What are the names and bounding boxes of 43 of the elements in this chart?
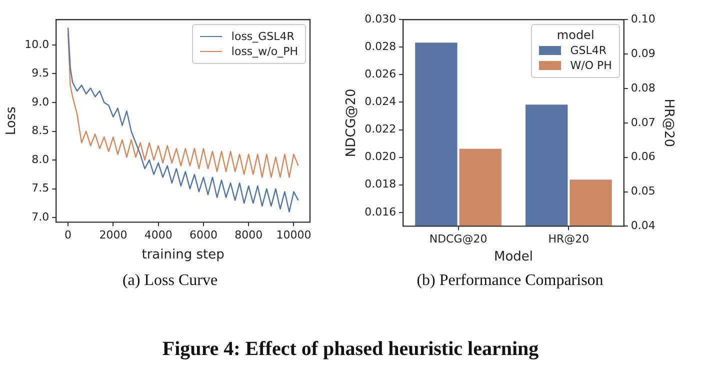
y2-tick-label: 0.10 bbox=[630, 12, 656, 26]
y-axis-title: NDCG@20 bbox=[344, 88, 360, 158]
y2-tick-label: 0.09 bbox=[630, 46, 656, 60]
x-tick-label: 8000 bbox=[234, 228, 263, 242]
y-tick-label: 7.5 bbox=[32, 182, 50, 195]
y-tick-label: 0.024 bbox=[364, 95, 396, 108]
y2-axis-title: HR@20 bbox=[660, 98, 676, 148]
y-tick-label: 9.0 bbox=[32, 95, 50, 108]
legend-label: GSL4R bbox=[570, 44, 607, 57]
y-tick-label: 8.5 bbox=[32, 124, 50, 138]
y-tick-label: 0.028 bbox=[364, 40, 396, 54]
y-tick-label: 10.0 bbox=[24, 38, 50, 51]
y2-tick-label: 0.08 bbox=[630, 81, 656, 94]
legend-label: loss_w/o_PH bbox=[231, 44, 298, 58]
y2-tick-label: 0.06 bbox=[630, 150, 656, 164]
x-axis-title: training step bbox=[142, 248, 224, 263]
y-tick-label: 0.020 bbox=[364, 150, 396, 164]
x-tick-label: NDCG@20 bbox=[429, 232, 488, 246]
y-tick-label: 7.0 bbox=[32, 210, 50, 224]
x-tick-label: HR@20 bbox=[548, 232, 590, 246]
y-tick-label: 0.018 bbox=[364, 178, 396, 191]
legend-label: loss_GSL4R bbox=[231, 30, 294, 43]
y-axis-title: Loss bbox=[4, 106, 20, 136]
y-tick-label: 9.5 bbox=[32, 66, 50, 80]
y2-tick-label: 0.04 bbox=[630, 219, 656, 232]
x-tick-label: 2000 bbox=[99, 228, 128, 242]
x-tick-label: 10000 bbox=[276, 228, 312, 242]
y-tick-label: 0.026 bbox=[364, 68, 396, 81]
x-tick-label: 0 bbox=[64, 228, 72, 242]
x-tick-label: 6000 bbox=[189, 228, 218, 242]
y2-tick-label: 0.05 bbox=[630, 184, 656, 198]
y-tick-label: 0.030 bbox=[364, 12, 396, 26]
y-tick-label: 8.0 bbox=[32, 152, 50, 166]
text: (a) Loss Curve bbox=[121, 272, 219, 290]
x-tick-label: 4000 bbox=[144, 228, 172, 242]
y-tick-label: 0.022 bbox=[364, 122, 396, 136]
caption: Figure 4: Effect of phased heuristic learning bbox=[161, 338, 540, 361]
y-tick-label: 0.016 bbox=[364, 205, 396, 218]
legend-title: model bbox=[556, 28, 596, 42]
legend-label: W/O PH bbox=[570, 58, 612, 72]
x-axis-title: Model bbox=[494, 250, 534, 265]
y2-tick-label: 0.07 bbox=[630, 116, 656, 129]
text: (b) Performance Comparison bbox=[416, 272, 604, 290]
